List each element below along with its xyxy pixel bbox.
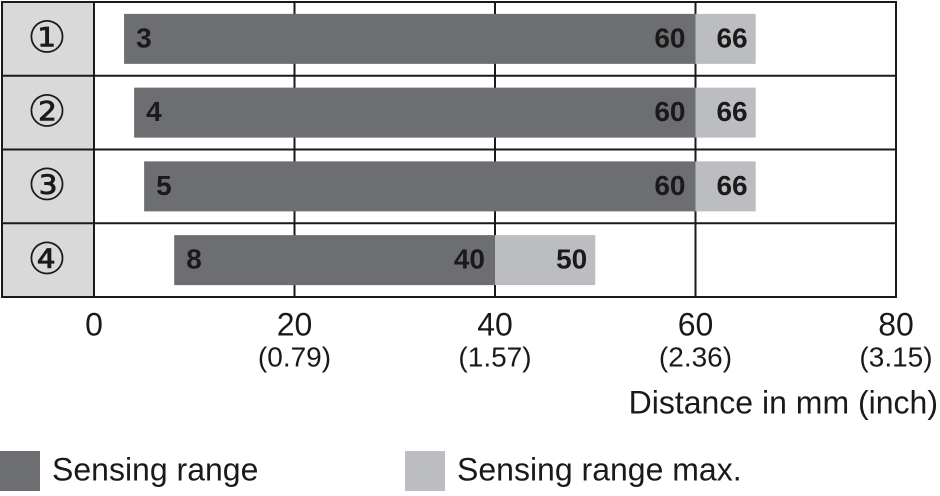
x-tick-inch-label: (1.57): [458, 341, 531, 372]
range-start-label: 4: [146, 96, 162, 127]
range-bar: [174, 235, 495, 286]
category-label: ④: [27, 235, 66, 284]
legend-swatch: [0, 451, 40, 491]
legend-label: Sensing range max.: [457, 451, 742, 487]
max-range-bar: [695, 13, 756, 64]
x-tick-label: 60: [678, 306, 714, 342]
range-start-label: 3: [136, 22, 152, 53]
category-label: ②: [27, 87, 66, 136]
range-start-label: 8: [186, 244, 202, 275]
x-tick-inch-label: (0.79): [258, 341, 331, 372]
range-end-label: 60: [654, 96, 685, 127]
x-tick-label: 0: [85, 306, 103, 342]
legend-label: Sensing range: [52, 451, 258, 487]
max-range-bar: [495, 235, 596, 286]
x-tick-label: 80: [878, 306, 914, 342]
range-start-label: 5: [156, 170, 172, 201]
max-range-label: 66: [716, 170, 747, 201]
range-end-label: 40: [454, 244, 485, 275]
x-axis-label: Distance in mm (inch): [629, 384, 938, 420]
category-label: ①: [27, 14, 66, 63]
range-bar: [124, 13, 696, 64]
x-tick-label: 40: [477, 306, 513, 342]
x-tick-inch-label: (3.15): [859, 341, 932, 372]
max-range-label: 66: [716, 22, 747, 53]
category-label: ③: [27, 161, 66, 210]
legend-swatch: [405, 451, 445, 491]
range-end-label: 60: [654, 170, 685, 201]
frame: [1, 1, 897, 298]
x-tick-inch-label: (2.36): [659, 341, 732, 372]
max-range-bar: [695, 161, 756, 212]
range-bar: [134, 87, 696, 138]
x-tick-label: 20: [277, 306, 313, 342]
max-range-label: 66: [716, 96, 747, 127]
range-bar: [144, 161, 696, 212]
range-end-label: 60: [654, 22, 685, 53]
max-range-label: 50: [556, 244, 587, 275]
max-range-bar: [695, 87, 756, 138]
